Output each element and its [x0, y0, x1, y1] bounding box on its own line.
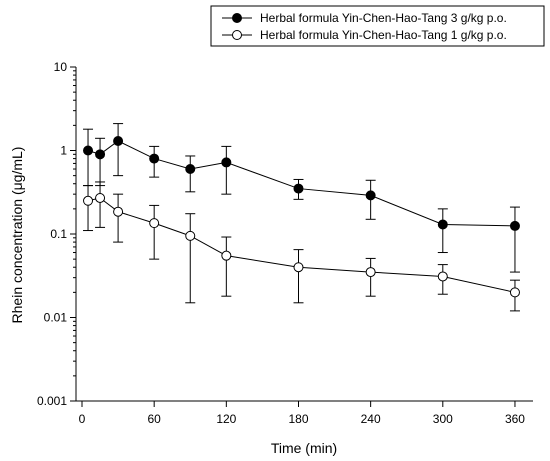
legend-label: Herbal formula Yin-Chen-Hao-Tang 1 g/kg …: [260, 28, 507, 42]
data-point: [293, 183, 304, 194]
series-line: [87, 197, 516, 293]
x-tick-label-240: 240: [361, 412, 381, 426]
data-point: [95, 192, 106, 203]
data-point: [149, 153, 160, 164]
x-tick-label-180: 180: [288, 412, 308, 426]
data-point: [509, 287, 520, 298]
y-tick-label: 0.1: [50, 227, 67, 241]
legend-marker: [232, 30, 242, 40]
data-point: [149, 218, 160, 229]
series-1: [83, 123, 520, 273]
y-axis-title: Rhein concentration (μg/mL): [9, 147, 25, 324]
error-bar: [365, 257, 376, 297]
legend: Herbal formula Yin-Chen-Hao-Tang 3 g/kg …: [210, 5, 545, 47]
data-point: [437, 271, 448, 282]
legend-marker: [232, 13, 242, 23]
x-tick-label-0: 0: [79, 412, 86, 426]
x-tick-label-360: 360: [505, 412, 525, 426]
y-tick-label: 10: [54, 60, 68, 74]
data-point: [113, 135, 124, 146]
x-axis-title: Time (min): [271, 440, 337, 456]
data-point: [95, 149, 106, 160]
axes: 0 60 120 180 240 300 360 0.001 0.01 0.1 1 10: [37, 60, 533, 426]
y-tick-label: 1: [60, 144, 67, 158]
x-tick-label-60: 60: [147, 412, 161, 426]
data-point: [185, 164, 196, 175]
data-point: [365, 190, 376, 201]
legend-box: [210, 5, 545, 47]
x-tick-label-300: 300: [433, 412, 453, 426]
error-bar: [437, 208, 448, 254]
error-bar: [95, 181, 106, 228]
data-point: [437, 219, 448, 230]
error-bar: [149, 204, 160, 260]
legend-label: Herbal formula Yin-Chen-Hao-Tang 3 g/kg …: [260, 11, 507, 25]
data-point: [221, 157, 232, 168]
data-point: [221, 250, 232, 261]
x-tick-label-120: 120: [216, 412, 236, 426]
data-point: [185, 230, 196, 241]
error-bar: [185, 213, 196, 304]
error-bar: [113, 123, 124, 177]
error-bar: [221, 236, 232, 297]
error-bar: [509, 206, 520, 273]
y-tick-label: 0.001: [37, 394, 67, 408]
data-point: [113, 206, 124, 217]
data-point: [509, 220, 520, 231]
data-point: [83, 145, 94, 156]
series-line: [87, 140, 515, 227]
error-bar: [113, 193, 124, 243]
error-bar: [293, 249, 304, 304]
error-bar: [83, 185, 94, 232]
series-2: [83, 181, 520, 312]
y-tick-label: 0.01: [44, 311, 68, 325]
plot-area: [83, 123, 520, 312]
data-point: [365, 267, 376, 278]
data-point: [83, 195, 94, 206]
error-bar: [221, 145, 232, 195]
data-point: [293, 262, 304, 273]
error-bar: [95, 137, 106, 187]
error-bar: [83, 128, 94, 187]
